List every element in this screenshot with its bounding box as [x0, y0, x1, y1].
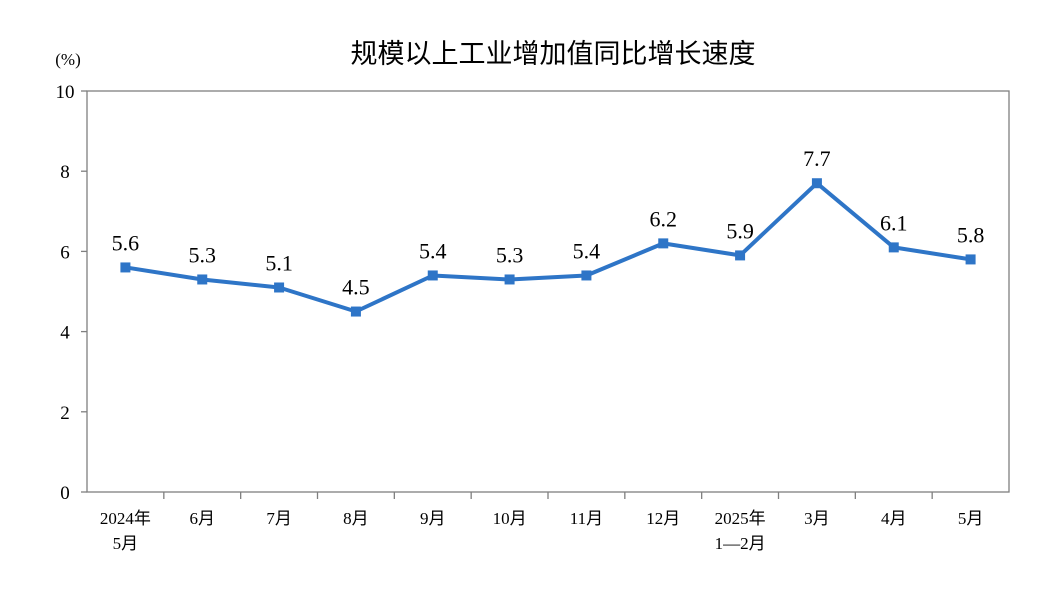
data-label: 6.2	[650, 206, 678, 231]
x-tick-label: 3月	[804, 509, 830, 528]
x-tick-label: 2024年	[100, 509, 151, 528]
x-tick-label: 9月	[420, 509, 446, 528]
data-point-marker	[581, 270, 592, 281]
data-label: 5.6	[112, 230, 140, 255]
y-tick-label: 6	[60, 242, 70, 263]
x-tick-label: 7月	[266, 509, 292, 528]
x-tick-label: 1—2月	[715, 534, 766, 553]
series-line	[123, 181, 973, 314]
data-point-marker	[658, 238, 669, 249]
data-label: 5.3	[189, 242, 217, 267]
data-point-marker	[888, 242, 899, 253]
data-point-marker	[427, 270, 438, 281]
data-label: 5.8	[957, 222, 985, 247]
data-label: 6.1	[880, 210, 908, 235]
data-point-marker	[504, 274, 515, 285]
data-label: 7.7	[803, 146, 831, 171]
x-tick-label: 4月	[881, 509, 907, 528]
y-axis-unit-label: (%)	[55, 50, 80, 69]
data-point-marker	[735, 250, 746, 261]
x-tick-label: 10月	[493, 509, 527, 528]
plot-area: 0 2 4 6 8 10 2024年 5月 6月 7月 8月 9月 10月 11月 12月 2025年 1—2月…	[56, 82, 1010, 553]
data-label: 5.9	[726, 218, 754, 243]
data-label: 5.1	[265, 250, 293, 275]
x-tick-label: 12月	[646, 509, 680, 528]
data-point-marker	[350, 306, 361, 317]
data-point-marker	[274, 282, 285, 293]
y-tick-label: 4	[60, 323, 70, 344]
x-tick-label: 8月	[343, 509, 369, 528]
data-label: 5.3	[496, 242, 524, 267]
x-tick-label: 11月	[570, 509, 603, 528]
y-tick-label: 10	[56, 82, 75, 103]
plot-frame	[86, 90, 1010, 493]
data-label: 4.5	[342, 275, 370, 300]
data-label: 5.4	[419, 238, 447, 263]
x-tick-label: 6月	[190, 509, 216, 528]
data-point-marker	[120, 262, 131, 273]
data-point-marker	[197, 274, 208, 285]
data-label: 5.4	[573, 238, 601, 263]
chart-title: 规模以上工业增加值同比增长速度	[351, 39, 756, 70]
y-tick-label: 8	[60, 162, 70, 183]
x-tick-label: 5月	[113, 534, 139, 553]
data-point-marker	[965, 254, 976, 265]
y-tick-label: 0	[60, 483, 70, 504]
x-tick-label: 2025年	[715, 509, 766, 528]
data-point-marker	[811, 178, 822, 189]
y-tick-label: 2	[60, 403, 70, 424]
x-tick-label: 5月	[958, 509, 984, 528]
